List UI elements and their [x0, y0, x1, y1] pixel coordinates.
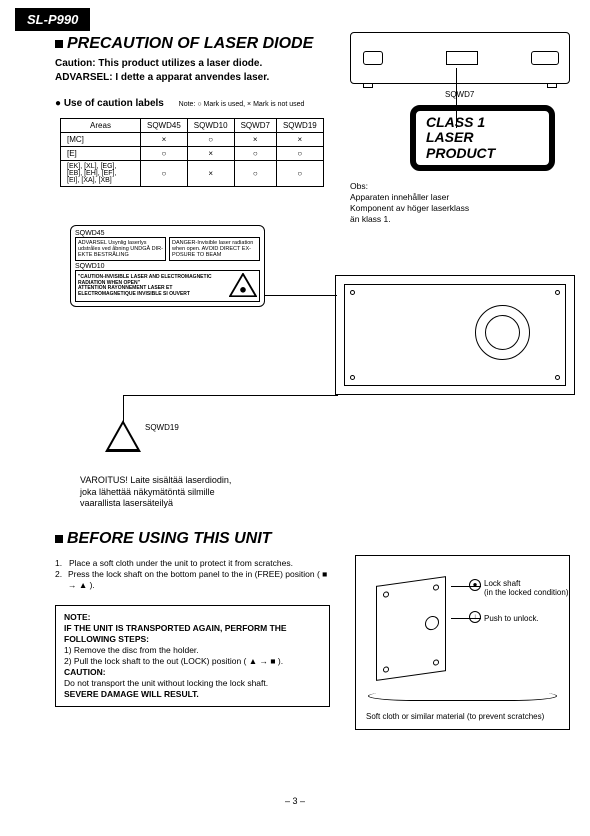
obs-title: Obs: — [350, 181, 570, 192]
cell: × — [141, 133, 188, 147]
varoitus-1: VAROITUS! Laite sisältää laserdiodin, — [80, 475, 231, 487]
th-areas: Areas — [61, 119, 141, 133]
obs2: Komponent av höger laserklass — [350, 203, 570, 214]
caution-fr: ATTENTION RAYONNEMENT LASER ET ELECTROMA… — [78, 286, 225, 297]
nb-l4: Do not transport the unit without lockin… — [64, 678, 321, 689]
warning-triangle-icon: ✸ — [105, 420, 141, 452]
advarsel-label: ADVARSEL Usynlig laserlys udstråles ved … — [75, 237, 166, 261]
note-box: NOTE: IF THE UNIT IS TRANSPORTED AGAIN, … — [55, 605, 330, 707]
cell: × — [187, 147, 234, 161]
obs3: än klass 1. — [350, 214, 570, 225]
soft-cloth-label: Soft cloth or similar material (to preve… — [366, 712, 559, 721]
sqwd10-title: SQWD10 — [75, 263, 260, 270]
section1-title-text: PRECAUTION OF LASER DIODE — [67, 35, 313, 52]
push-unlock-label: Push to unlock. — [484, 614, 539, 623]
leader-line — [265, 295, 337, 296]
caution-line2: ADVARSEL: I dette a apparat anvendes las… — [55, 72, 269, 83]
cell: × — [276, 133, 323, 147]
cell: [E] — [61, 147, 141, 161]
note-marks: Note: ○ Mark is used, × Mark is not used — [179, 101, 305, 108]
cell: ○ — [276, 147, 323, 161]
section1-title: PRECAUTION OF LASER DIODE — [55, 35, 313, 53]
cell: × — [234, 133, 276, 147]
unit-diagram: Lock shaft (in the locked condition) Pus… — [355, 555, 570, 730]
varoitus-2: joka lähettää näkymätöntä silmille — [80, 487, 231, 499]
sqwd19-label: SQWD19 — [145, 423, 179, 432]
page-number: – 3 – — [285, 796, 305, 806]
varoitus-3: vaarallista lasersäteilyä — [80, 498, 231, 510]
nb-caution: CAUTION: — [64, 667, 321, 678]
obs1: Apparaten innehåller laser — [350, 192, 570, 203]
cell: [EK], [XL], [EG], [EB], [EH], [EF], [EI]… — [61, 161, 141, 187]
class1-label: CLASS 1 LASER PRODUCT — [410, 105, 555, 171]
section2-title-text: BEFORE USING THIS UNIT — [67, 530, 271, 547]
triangle-icon — [229, 273, 257, 297]
model-tag: SL-P990 — [15, 8, 90, 31]
cell: ○ — [141, 161, 188, 187]
nb-l3: 2) Pull the lock shaft to the out (LOCK)… — [64, 656, 321, 667]
cell: [MC] — [61, 133, 141, 147]
step1: Place a soft cloth under the unit to pro… — [69, 558, 293, 569]
caution-labels-table: Areas SQWD45 SQWD10 SQWD7 SQWD19 [MC] × … — [60, 118, 324, 187]
use-labels: Use of caution labels — [64, 98, 164, 109]
danger-label: DANGER-Invisible laser radiation when op… — [169, 237, 260, 261]
cell: ○ — [234, 147, 276, 161]
warning-label-block: SQWD45 ADVARSEL Usynlig laserlys udstrål… — [70, 225, 265, 307]
sqwd45-title: SQWD45 — [75, 230, 260, 237]
th-1: SQWD45 — [141, 119, 188, 133]
cell: ○ — [234, 161, 276, 187]
step2: Press the lock shaft on the bottom panel… — [68, 569, 335, 591]
th-2: SQWD10 — [187, 119, 234, 133]
cell: ○ — [187, 133, 234, 147]
lock-shaft-sub: (in the locked condition) — [484, 589, 569, 598]
mechanism-illustration — [335, 275, 575, 395]
nb-l5: SEVERE DAMAGE WILL RESULT. — [64, 689, 321, 700]
th-3: SQWD7 — [234, 119, 276, 133]
caution-line1: Caution: This product utilizes a laser d… — [55, 58, 262, 69]
cell: × — [187, 161, 234, 187]
note-label: NOTE: — [64, 612, 321, 623]
th-4: SQWD19 — [276, 119, 323, 133]
rear-panel-illustration — [350, 32, 570, 84]
rear-label: SQWD7 — [445, 90, 570, 99]
nb-l1: IF THE UNIT IS TRANSPORTED AGAIN, PERFOR… — [64, 623, 321, 645]
cell: ○ — [141, 147, 188, 161]
section2-title: BEFORE USING THIS UNIT — [55, 530, 271, 548]
nb-l2: 1) Remove the disc from the holder. — [64, 645, 321, 656]
cell: ○ — [276, 161, 323, 187]
